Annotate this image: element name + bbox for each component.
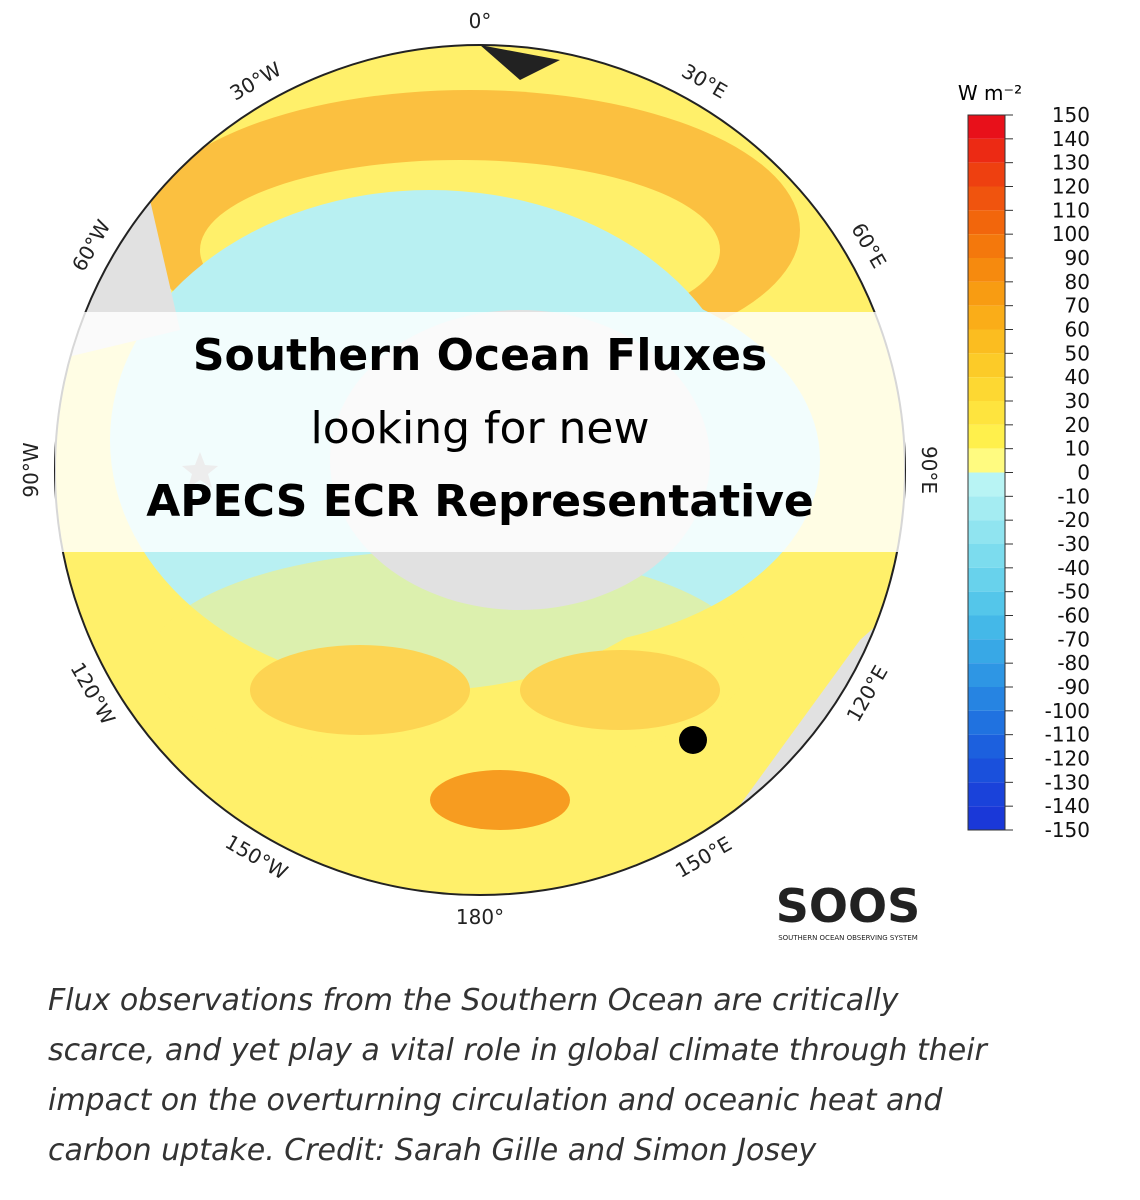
tick-label: -20	[1057, 508, 1090, 532]
banner-title: Southern Ocean Fluxes	[193, 330, 767, 381]
colorbar-segment	[968, 710, 1005, 735]
tick-label: -80	[1057, 651, 1090, 675]
lon-label: 90°W	[19, 442, 43, 497]
colorbar-segment	[968, 115, 1005, 139]
tick-label: 140	[1052, 127, 1090, 151]
colorbar-segment	[968, 258, 1005, 282]
tick-label: 0	[1077, 461, 1090, 485]
colorbar-segment	[968, 281, 1005, 306]
tick-label: 70	[1065, 294, 1090, 318]
caption-line: carbon uptake. Credit: Sarah Gille and S…	[48, 1133, 817, 1168]
colorbar-segment	[968, 138, 1005, 163]
tick-label: -40	[1057, 556, 1090, 580]
colorbar-segment	[968, 520, 1005, 544]
tick-label: -150	[1045, 818, 1090, 842]
colorbar-segment	[968, 496, 1005, 521]
colorbar-segment	[968, 806, 1005, 830]
colorbar-segment	[968, 305, 1005, 330]
colorbar-segment	[968, 687, 1005, 711]
tick-label: -30	[1057, 532, 1090, 556]
tick-label: -100	[1045, 699, 1090, 723]
colorbar-segment	[968, 591, 1005, 616]
tick-label: 60	[1065, 318, 1090, 342]
tick-label: 120	[1052, 175, 1090, 199]
caption-line: scarce, and yet play a vital role in glo…	[48, 1033, 989, 1068]
colorbar-segment	[968, 663, 1005, 687]
colorbar-segment	[968, 401, 1005, 425]
tick-label: 130	[1052, 151, 1090, 175]
tick-label: 110	[1052, 198, 1090, 222]
colorbar-segment	[968, 567, 1005, 592]
colorbar-segment	[968, 353, 1005, 378]
lon-label: 180°	[456, 905, 504, 929]
colorbar-segment	[968, 615, 1005, 640]
tick-label: -70	[1057, 627, 1090, 651]
colorbar-segment	[968, 734, 1005, 759]
tick-label: 10	[1065, 437, 1090, 461]
logo-subtitle: SOUTHERN OCEAN OBSERVING SYSTEM	[778, 934, 918, 942]
tick-label: 90	[1065, 246, 1090, 270]
colorbar-segment	[968, 329, 1005, 354]
tick-label: -140	[1045, 794, 1090, 818]
colorbar-segment	[968, 162, 1005, 187]
lon-label: 0°	[469, 9, 492, 33]
tick-label: 40	[1065, 365, 1090, 389]
tick-label: 50	[1065, 341, 1090, 365]
tick-label: -120	[1045, 747, 1090, 771]
colorbar-unit: W m⁻²	[958, 81, 1022, 105]
caption-line: impact on the overturning circulation an…	[48, 1083, 943, 1118]
tick-label: -60	[1057, 604, 1090, 628]
colorbar-segment	[968, 377, 1005, 401]
colorbar-segment	[968, 424, 1005, 449]
tick-label: -10	[1057, 484, 1090, 508]
colorbar-segment	[968, 210, 1005, 235]
colorbar-segment	[968, 758, 1005, 783]
colorbar-segment	[968, 448, 1005, 473]
caption-line: Flux observations from the Southern Ocea…	[48, 983, 900, 1018]
tick-label: 30	[1065, 389, 1090, 413]
lon-label: 30°E	[678, 59, 732, 104]
banner-line: looking for new	[310, 403, 649, 454]
colorbar-segment	[968, 782, 1005, 807]
colorbar-segment	[968, 472, 1005, 497]
tick-label: -90	[1057, 675, 1090, 699]
tick-label: -50	[1057, 580, 1090, 604]
logo: SOOS	[776, 879, 920, 933]
tick-label: -110	[1045, 723, 1090, 747]
lon-label: 90°E	[917, 446, 941, 494]
colorbar-segment	[968, 186, 1005, 211]
tick-label: 150	[1052, 103, 1090, 127]
tick-label: -130	[1045, 770, 1090, 794]
colorbar-segment	[968, 639, 1005, 664]
lon-label: 60°E	[846, 219, 891, 273]
banner-bg	[55, 312, 905, 552]
tick-label: 20	[1065, 413, 1090, 437]
tick-label: 80	[1065, 270, 1090, 294]
colorbar-segment	[968, 234, 1005, 258]
colorbar-segment	[968, 544, 1005, 568]
tick-label: 100	[1052, 222, 1090, 246]
banner-line: APECS ECR Representative	[146, 476, 814, 527]
